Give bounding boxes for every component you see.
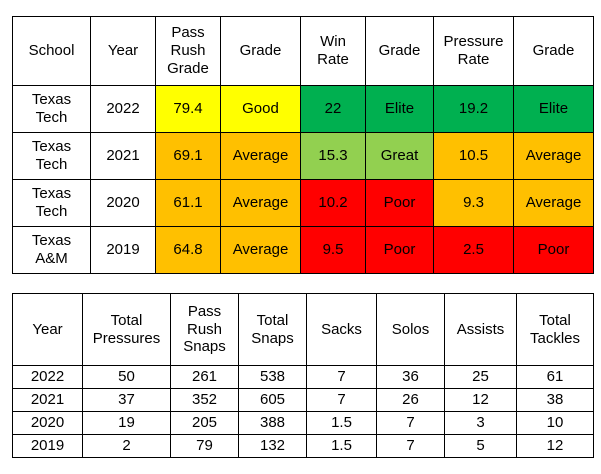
stats-header-sacks: Sacks (306, 293, 377, 366)
grades-header-grade-1: Grade (220, 16, 301, 86)
grades-cell-pressure-rate: 10.5 (433, 132, 514, 180)
grades-cell-pass-rush-grade: 61.1 (155, 179, 221, 227)
grades-cell-win-rate: 22 (300, 85, 366, 133)
stats-cell-year: 2020 (12, 411, 83, 435)
grades-cell-year: 2019 (90, 226, 156, 274)
stats-cell-total-pressures: 2 (82, 434, 171, 458)
grades-cell-pass-rush-grade: 69.1 (155, 132, 221, 180)
grades-cell-year: 2021 (90, 132, 156, 180)
table-row: 2022 50 261 538 7 36 25 61 (12, 365, 594, 389)
grades-header-row: School Year Pass Rush Grade Grade Win Ra… (12, 16, 594, 86)
stats-cell-total-snaps: 132 (238, 434, 307, 458)
stats-cell-year: 2022 (12, 365, 83, 389)
stats-header-row: Year Total Pressures Pass Rush Snaps Tot… (12, 293, 594, 366)
stats-cell-solos: 26 (376, 388, 445, 412)
stats-cell-year: 2021 (12, 388, 83, 412)
stats-table: Year Total Pressures Pass Rush Snaps Tot… (12, 293, 594, 458)
grades-header-pressure-rate: Pressure Rate (433, 16, 514, 86)
stats-cell-pass-rush-snaps: 205 (170, 411, 239, 435)
stats-cell-year: 2019 (12, 434, 83, 458)
stats-cell-sacks: 7 (306, 365, 377, 389)
grades-cell-grade: Poor (513, 226, 594, 274)
grades-header-grade-3: Grade (513, 16, 594, 86)
grades-cell-grade: Poor (365, 226, 434, 274)
grades-cell-school: Texas Tech (12, 132, 91, 180)
stats-cell-pass-rush-snaps: 79 (170, 434, 239, 458)
grades-cell-grade: Elite (365, 85, 434, 133)
grades-cell-grade: Elite (513, 85, 594, 133)
table-row: Texas A&M 2019 64.8 Average 9.5 Poor 2.5… (12, 226, 594, 274)
stats-cell-sacks: 1.5 (306, 434, 377, 458)
grades-header-grade-2: Grade (365, 16, 434, 86)
stats-cell-sacks: 1.5 (306, 411, 377, 435)
stats-cell-total-tackles: 10 (516, 411, 594, 435)
grades-cell-grade: Average (220, 132, 301, 180)
grades-cell-pressure-rate: 9.3 (433, 179, 514, 227)
grades-header-win-rate: Win Rate (300, 16, 366, 86)
grades-cell-year: 2022 (90, 85, 156, 133)
grades-cell-school: Texas A&M (12, 226, 91, 274)
grades-cell-pass-rush-grade: 79.4 (155, 85, 221, 133)
grades-cell-win-rate: 10.2 (300, 179, 366, 227)
stats-cell-total-pressures: 37 (82, 388, 171, 412)
stats-cell-pass-rush-snaps: 261 (170, 365, 239, 389)
stats-header-assists: Assists (444, 293, 517, 366)
stats-cell-assists: 12 (444, 388, 517, 412)
grades-cell-grade: Poor (365, 179, 434, 227)
grades-cell-pass-rush-grade: 64.8 (155, 226, 221, 274)
stats-cell-solos: 36 (376, 365, 445, 389)
stats-cell-total-tackles: 12 (516, 434, 594, 458)
stats-cell-assists: 3 (444, 411, 517, 435)
grades-cell-win-rate: 9.5 (300, 226, 366, 274)
stats-cell-pass-rush-snaps: 352 (170, 388, 239, 412)
stats-header-total-snaps: Total Snaps (238, 293, 307, 366)
grades-cell-pressure-rate: 2.5 (433, 226, 514, 274)
grades-cell-grade: Average (220, 226, 301, 274)
stats-header-year: Year (12, 293, 83, 366)
stats-cell-total-tackles: 61 (516, 365, 594, 389)
grades-cell-grade: Average (513, 179, 594, 227)
stats-header-solos: Solos (376, 293, 445, 366)
table-row: Texas Tech 2021 69.1 Average 15.3 Great … (12, 132, 594, 180)
grades-cell-grade: Average (513, 132, 594, 180)
grades-cell-school: Texas Tech (12, 85, 91, 133)
grades-cell-grade: Great (365, 132, 434, 180)
stats-cell-total-tackles: 38 (516, 388, 594, 412)
table-row: 2020 19 205 388 1.5 7 3 10 (12, 411, 594, 435)
stats-cell-total-pressures: 19 (82, 411, 171, 435)
stats-header-pass-rush-snaps: Pass Rush Snaps (170, 293, 239, 366)
grades-cell-school: Texas Tech (12, 179, 91, 227)
stats-header-total-tackles: Total Tackles (516, 293, 594, 366)
stats-header-total-pressures: Total Pressures (82, 293, 171, 366)
grades-cell-win-rate: 15.3 (300, 132, 366, 180)
stats-cell-sacks: 7 (306, 388, 377, 412)
table-row: Texas Tech 2020 61.1 Average 10.2 Poor 9… (12, 179, 594, 227)
grades-header-school: School (12, 16, 91, 86)
grades-cell-year: 2020 (90, 179, 156, 227)
grades-cell-grade: Good (220, 85, 301, 133)
stats-cell-total-pressures: 50 (82, 365, 171, 389)
stats-cell-assists: 25 (444, 365, 517, 389)
stats-cell-total-snaps: 538 (238, 365, 307, 389)
grades-header-year: Year (90, 16, 156, 86)
table-row: 2019 2 79 132 1.5 7 5 12 (12, 434, 594, 458)
grades-cell-grade: Average (220, 179, 301, 227)
stats-cell-assists: 5 (444, 434, 517, 458)
stats-cell-total-snaps: 388 (238, 411, 307, 435)
table-row: Texas Tech 2022 79.4 Good 22 Elite 19.2 … (12, 85, 594, 133)
grades-cell-pressure-rate: 19.2 (433, 85, 514, 133)
stats-cell-solos: 7 (376, 434, 445, 458)
grades-table: School Year Pass Rush Grade Grade Win Ra… (12, 16, 594, 274)
table-row: 2021 37 352 605 7 26 12 38 (12, 388, 594, 412)
grades-header-pass-rush-grade: Pass Rush Grade (155, 16, 221, 86)
stats-cell-total-snaps: 605 (238, 388, 307, 412)
stats-cell-solos: 7 (376, 411, 445, 435)
